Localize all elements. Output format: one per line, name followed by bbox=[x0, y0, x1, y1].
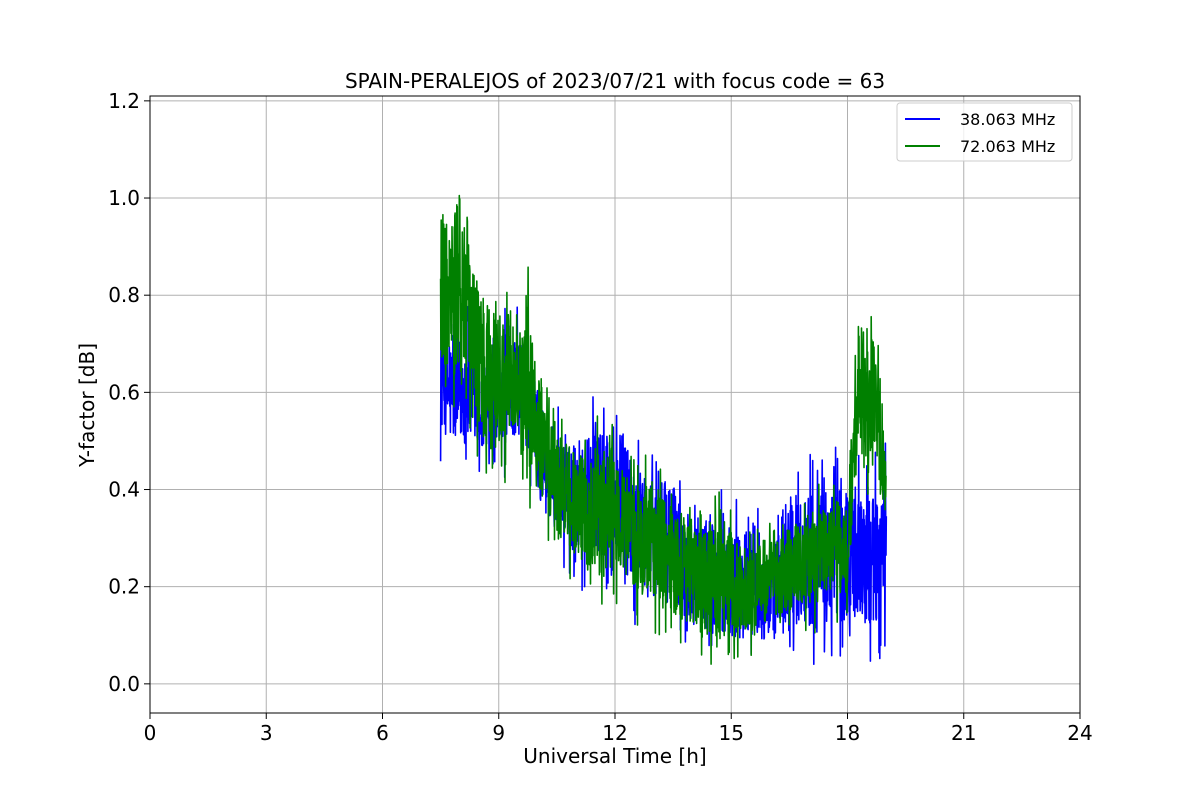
x-tick-label: 18 bbox=[835, 721, 860, 745]
ticks: 0 3 6 9 12 15 18 21 24 0.0 0.2 0.4 0.6 0.8 1.0 1.2 bbox=[108, 89, 1093, 745]
y-tick-label: 0.4 bbox=[108, 478, 140, 502]
legend-label-72mhz: 72.063 MHz bbox=[960, 137, 1055, 156]
series-line-72mhz bbox=[439, 194, 887, 665]
x-tick-label: 12 bbox=[602, 721, 627, 745]
y-tick-label: 1.0 bbox=[108, 186, 140, 210]
x-tick-label: 15 bbox=[719, 721, 744, 745]
y-tick-label: 0.6 bbox=[108, 380, 140, 404]
x-tick-label: 0 bbox=[144, 721, 157, 745]
x-tick-label: 9 bbox=[492, 721, 505, 745]
x-tick-label: 24 bbox=[1067, 721, 1092, 745]
legend-label-38mhz: 38.063 MHz bbox=[960, 110, 1055, 129]
x-tick-label: 6 bbox=[376, 721, 389, 745]
y-tick-label: 0.0 bbox=[108, 672, 140, 696]
y-tick-label: 0.2 bbox=[108, 575, 140, 599]
chart-title: SPAIN-PERALEJOS of 2023/07/21 with focus… bbox=[345, 69, 885, 93]
x-axis-label: Universal Time [h] bbox=[523, 744, 706, 768]
y-axis-label: Y-factor [dB] bbox=[75, 343, 99, 468]
legend: 38.063 MHz 72.063 MHz bbox=[896, 102, 1073, 162]
series-layer bbox=[439, 194, 888, 665]
y-tick-label: 1.2 bbox=[108, 89, 140, 113]
legend-box bbox=[896, 102, 1073, 162]
y-tick-label: 0.8 bbox=[108, 283, 140, 307]
x-tick-label: 21 bbox=[951, 721, 976, 745]
x-tick-label: 3 bbox=[260, 721, 273, 745]
